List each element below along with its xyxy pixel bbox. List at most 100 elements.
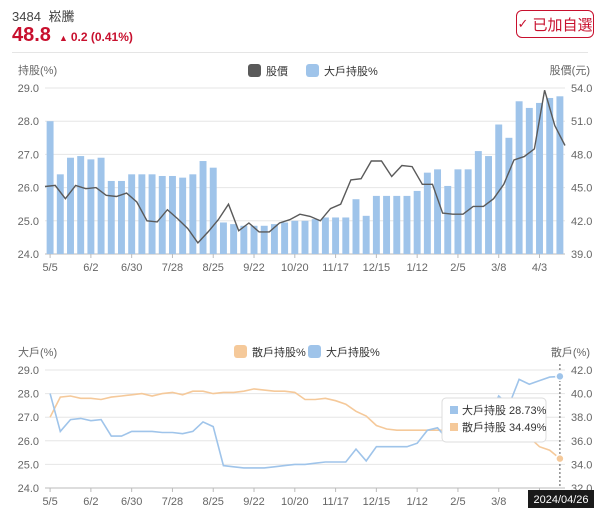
bar [291, 220, 299, 254]
bar [383, 195, 391, 254]
chart1-right-tick-label: 42.0 [571, 216, 592, 228]
chart2-x-tick-label: 10/20 [281, 496, 309, 508]
chart2-left-tick-label: 29.0 [18, 365, 39, 377]
legend-label-big-holder: 大戶持股% [324, 64, 378, 78]
bar [372, 195, 380, 254]
chart1-x-tick-label: 5/5 [42, 262, 57, 274]
chart2-left-tick-label: 28.0 [18, 389, 39, 401]
chart1-x-tick-label: 6/2 [83, 262, 98, 274]
chart2-x-tick-label: 6/2 [83, 496, 98, 508]
chart2-x-tick-label: 11/17 [322, 496, 349, 508]
tooltip-box [441, 397, 547, 443]
bar [413, 190, 421, 254]
chart1-x-tick-label: 11/17 [322, 262, 349, 274]
chart1-right-tick-label: 48.0 [571, 149, 592, 161]
legend-swatch-retail [234, 345, 247, 358]
bar [67, 157, 74, 254]
chart1-right-tick-label: 45.0 [571, 183, 592, 195]
chart1-right-axis-title: 股價(元) [550, 63, 590, 77]
bar [505, 137, 513, 254]
chart1-left-tick-label: 28.0 [18, 116, 39, 128]
bar [240, 225, 248, 254]
chart2-x-tick-label: 1/12 [406, 496, 427, 508]
chart2-left-tick-label: 27.0 [18, 412, 39, 424]
bar [128, 174, 136, 254]
chart2-x-tick-label: 12/15 [363, 496, 391, 508]
chart1-x-tick-label: 10/20 [281, 262, 309, 274]
chart1-left-tick-label: 27.0 [18, 149, 39, 161]
retail-holding-marker [555, 453, 565, 464]
tooltip-swatch [450, 406, 458, 414]
bar [250, 225, 258, 254]
check-icon: ✓ [517, 16, 529, 31]
price-change-value: 0.2 (0.41%) [70, 30, 133, 44]
chart1-x-tick-label: 4/3 [532, 262, 547, 274]
chart1-x-tick-label: 6/30 [121, 262, 142, 274]
bar [474, 151, 482, 254]
bar [301, 220, 309, 254]
chart1-left-axis-title: 持股(%) [18, 63, 57, 77]
bar [423, 172, 431, 254]
bar [536, 102, 543, 254]
tooltip: 大戶持股 28.73% 散戶持股 34.49% [441, 397, 547, 443]
bar [270, 224, 278, 254]
bar [230, 224, 238, 254]
bar [260, 225, 268, 254]
chart1-right-tick-label: 51.0 [571, 116, 592, 128]
bar [556, 96, 564, 254]
add-watchlist-label: 已加自選 [532, 16, 593, 34]
chart1-left-tick-label: 25.0 [18, 216, 39, 228]
bar [56, 174, 64, 254]
big-retail-holding-chart: 24.025.026.027.028.029.032.034.036.038.0… [18, 345, 594, 508]
legend-label-price: 股價 [266, 64, 288, 78]
bar [87, 159, 95, 254]
chart2-right-tick-label: 42.0 [571, 365, 592, 377]
bar [464, 169, 472, 254]
chart2-x-tick-label: 8/25 [203, 496, 224, 508]
bar [403, 195, 411, 254]
bar [118, 180, 125, 254]
bar [515, 101, 523, 254]
tooltip-label: 大戶持股 28.73% [462, 403, 547, 417]
chart2-left-tick-label: 24.0 [18, 483, 39, 495]
price-line: 48.8 ▲ 0.2 (0.41%) [12, 24, 133, 47]
crosshair-date-box [528, 490, 594, 508]
chart1-x-tick-label: 12/15 [363, 262, 391, 274]
chart2-right-tick-label: 40.0 [571, 389, 592, 401]
legend-swatch-price [248, 64, 261, 77]
chart2-left-tick-label: 25.0 [18, 459, 39, 471]
price-line [44, 90, 566, 245]
chart2-x-tick-label: 2/5 [450, 496, 465, 508]
bar [485, 156, 492, 254]
add-watchlist-button[interactable]: ✓ 已加自選 [516, 10, 594, 38]
chart1-right-tick-label: 39.0 [571, 249, 592, 261]
bar [393, 195, 401, 254]
chart1-x-tick-label: 3/8 [491, 262, 506, 274]
chart2-x-tick-label: 7/28 [162, 496, 183, 508]
bar [342, 217, 350, 254]
chart2-right-tick-label: 36.0 [571, 436, 592, 448]
stock-identity: 3484 崧騰 [12, 6, 79, 25]
tooltip-label: 散戶持股 34.49% [462, 420, 547, 434]
crosshair-date: 2024/04/26 [528, 490, 594, 508]
price-change: ▲ 0.2 (0.41%) [59, 30, 133, 44]
bar [97, 157, 105, 254]
triangle-up-icon: ▲ [58, 33, 68, 43]
chart2-right-tick-label: 34.0 [571, 459, 592, 471]
bar [434, 169, 442, 254]
bar [189, 174, 197, 254]
tooltip-swatch [450, 423, 458, 431]
legend-swatch-big-holder [308, 345, 321, 358]
stock-code: 3484 [12, 9, 41, 24]
bar [148, 174, 156, 254]
bar [352, 199, 360, 254]
chart1-x-tick-label: 1/12 [406, 262, 427, 274]
bar [311, 219, 319, 254]
bar [199, 161, 207, 254]
stock-price: 48.8 [12, 24, 51, 46]
header-divider [12, 52, 588, 53]
legend-label-retail: 散戶持股% [252, 345, 306, 359]
chart1-left-tick-label: 24.0 [18, 249, 39, 261]
bar [546, 97, 554, 255]
legend-swatch-big-holder [306, 64, 319, 77]
